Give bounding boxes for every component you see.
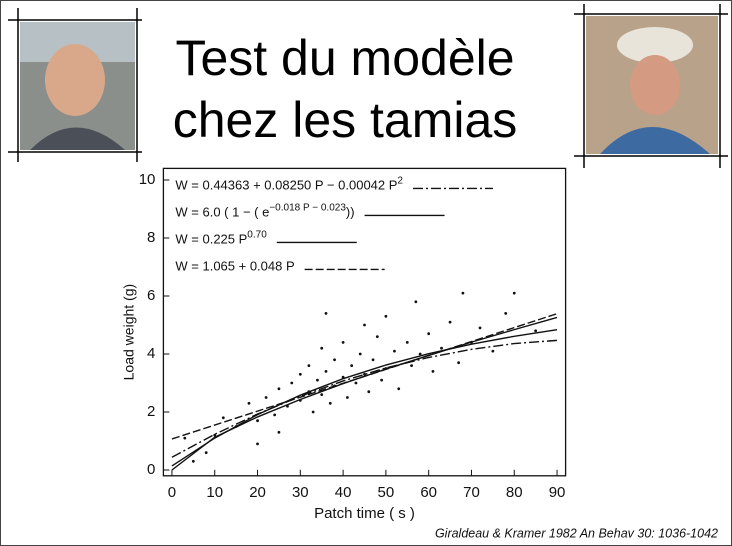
x-tick-label: 40 bbox=[335, 484, 352, 501]
legend-label: W = 0.44363 + 0.08250 P − 0.00042 P2 bbox=[175, 176, 403, 193]
data-point bbox=[504, 312, 508, 315]
data-point bbox=[311, 410, 315, 414]
slide-title: chez les tamias bbox=[173, 92, 518, 148]
y-tick-label: 8 bbox=[147, 229, 155, 246]
data-point bbox=[457, 361, 461, 365]
data-point bbox=[478, 326, 482, 330]
photo-left bbox=[8, 8, 142, 162]
x-tick-label: 0 bbox=[168, 484, 176, 501]
data-point bbox=[290, 381, 294, 385]
x-axis-label: Patch time ( s ) bbox=[314, 505, 415, 522]
data-point bbox=[298, 372, 302, 376]
y-axis-label: Load weight (g) bbox=[121, 284, 137, 381]
fit-line bbox=[171, 339, 558, 458]
data-point bbox=[264, 396, 268, 399]
data-point bbox=[324, 312, 328, 315]
data-point bbox=[371, 358, 375, 362]
data-point bbox=[461, 291, 465, 295]
legend-text: )) bbox=[346, 205, 355, 220]
x-tick-label: 80 bbox=[506, 484, 523, 501]
data-point bbox=[277, 430, 281, 434]
data-point bbox=[440, 346, 443, 350]
data-point bbox=[393, 349, 396, 353]
legend-label: W = 1.065 + 0.048 P bbox=[175, 259, 294, 274]
data-point bbox=[183, 436, 187, 440]
data-point bbox=[320, 393, 324, 396]
x-tick-label: 10 bbox=[206, 484, 223, 501]
data-point bbox=[307, 364, 311, 367]
x-tick-label: 30 bbox=[292, 484, 309, 501]
citation: Giraldeau & Kramer 1982 An Behav 30: 103… bbox=[435, 526, 718, 540]
data-point bbox=[345, 396, 349, 399]
data-point bbox=[333, 358, 336, 362]
y-tick-label: 10 bbox=[139, 171, 156, 188]
data-point bbox=[410, 364, 413, 367]
data-point bbox=[397, 387, 401, 391]
legend-superscript: −0.018 P − 0.023 bbox=[269, 203, 346, 214]
fit-line bbox=[171, 313, 558, 440]
x-tick-label: 90 bbox=[549, 484, 566, 501]
data-point bbox=[256, 442, 259, 446]
data-point bbox=[341, 341, 345, 344]
legend-text: W = 0.44363 + 0.08250 P − 0.00042 P bbox=[175, 178, 397, 193]
data-point bbox=[418, 352, 422, 356]
data-point bbox=[191, 459, 195, 463]
legend-label: W = 0.225 P0.70 bbox=[175, 230, 267, 247]
data-point bbox=[273, 413, 277, 417]
data-point bbox=[427, 332, 431, 336]
data-point bbox=[405, 341, 409, 344]
y-tick-label: 0 bbox=[147, 461, 155, 478]
y-tick-label: 2 bbox=[147, 403, 155, 420]
data-point bbox=[363, 323, 366, 327]
data-point bbox=[247, 401, 251, 405]
data-point bbox=[324, 370, 328, 373]
photo-right bbox=[574, 4, 728, 168]
data-point bbox=[431, 370, 435, 373]
y-tick-label: 4 bbox=[147, 345, 155, 362]
legend-superscript: 0.70 bbox=[247, 230, 267, 241]
data-point bbox=[448, 320, 452, 324]
data-point bbox=[354, 381, 358, 385]
y-tick-label: 6 bbox=[147, 287, 155, 304]
data-point bbox=[491, 349, 495, 353]
x-tick-label: 20 bbox=[249, 484, 266, 501]
x-tick-label: 70 bbox=[463, 484, 480, 501]
legend-text: W = 0.225 P bbox=[175, 232, 247, 247]
x-tick-label: 60 bbox=[420, 484, 437, 501]
data-point bbox=[328, 401, 332, 405]
data-point bbox=[414, 300, 418, 304]
legend-text: W = 1.065 + 0.048 P bbox=[175, 259, 294, 274]
plot-frame bbox=[162, 167, 567, 477]
x-tick-label: 50 bbox=[378, 484, 395, 501]
data-point bbox=[384, 314, 388, 318]
legend-superscript: 2 bbox=[397, 176, 403, 187]
data-point bbox=[256, 419, 259, 423]
data-point bbox=[316, 378, 319, 382]
chart: 0 10 20 30 40 50 60 70 80 90 0 2 4 6 8 10 Patch time ( s… bbox=[121, 167, 567, 522]
data-point bbox=[358, 352, 362, 356]
data-point bbox=[367, 390, 371, 394]
legend-label: W = 6.0 ( 1 − ( e−0.018 P − 0.023)) bbox=[175, 203, 354, 220]
data-point bbox=[380, 378, 384, 382]
data-point bbox=[512, 291, 516, 295]
data-point bbox=[375, 335, 379, 338]
data-point bbox=[534, 329, 538, 333]
slide-title: Test du modèle bbox=[175, 30, 514, 86]
data-point bbox=[350, 364, 354, 367]
data-point bbox=[277, 387, 281, 391]
data-point bbox=[204, 451, 208, 454]
data-point bbox=[363, 372, 366, 376]
data-point bbox=[221, 416, 225, 420]
legend-text: W = 6.0 ( 1 − ( e bbox=[175, 205, 269, 220]
data-point bbox=[320, 346, 324, 350]
